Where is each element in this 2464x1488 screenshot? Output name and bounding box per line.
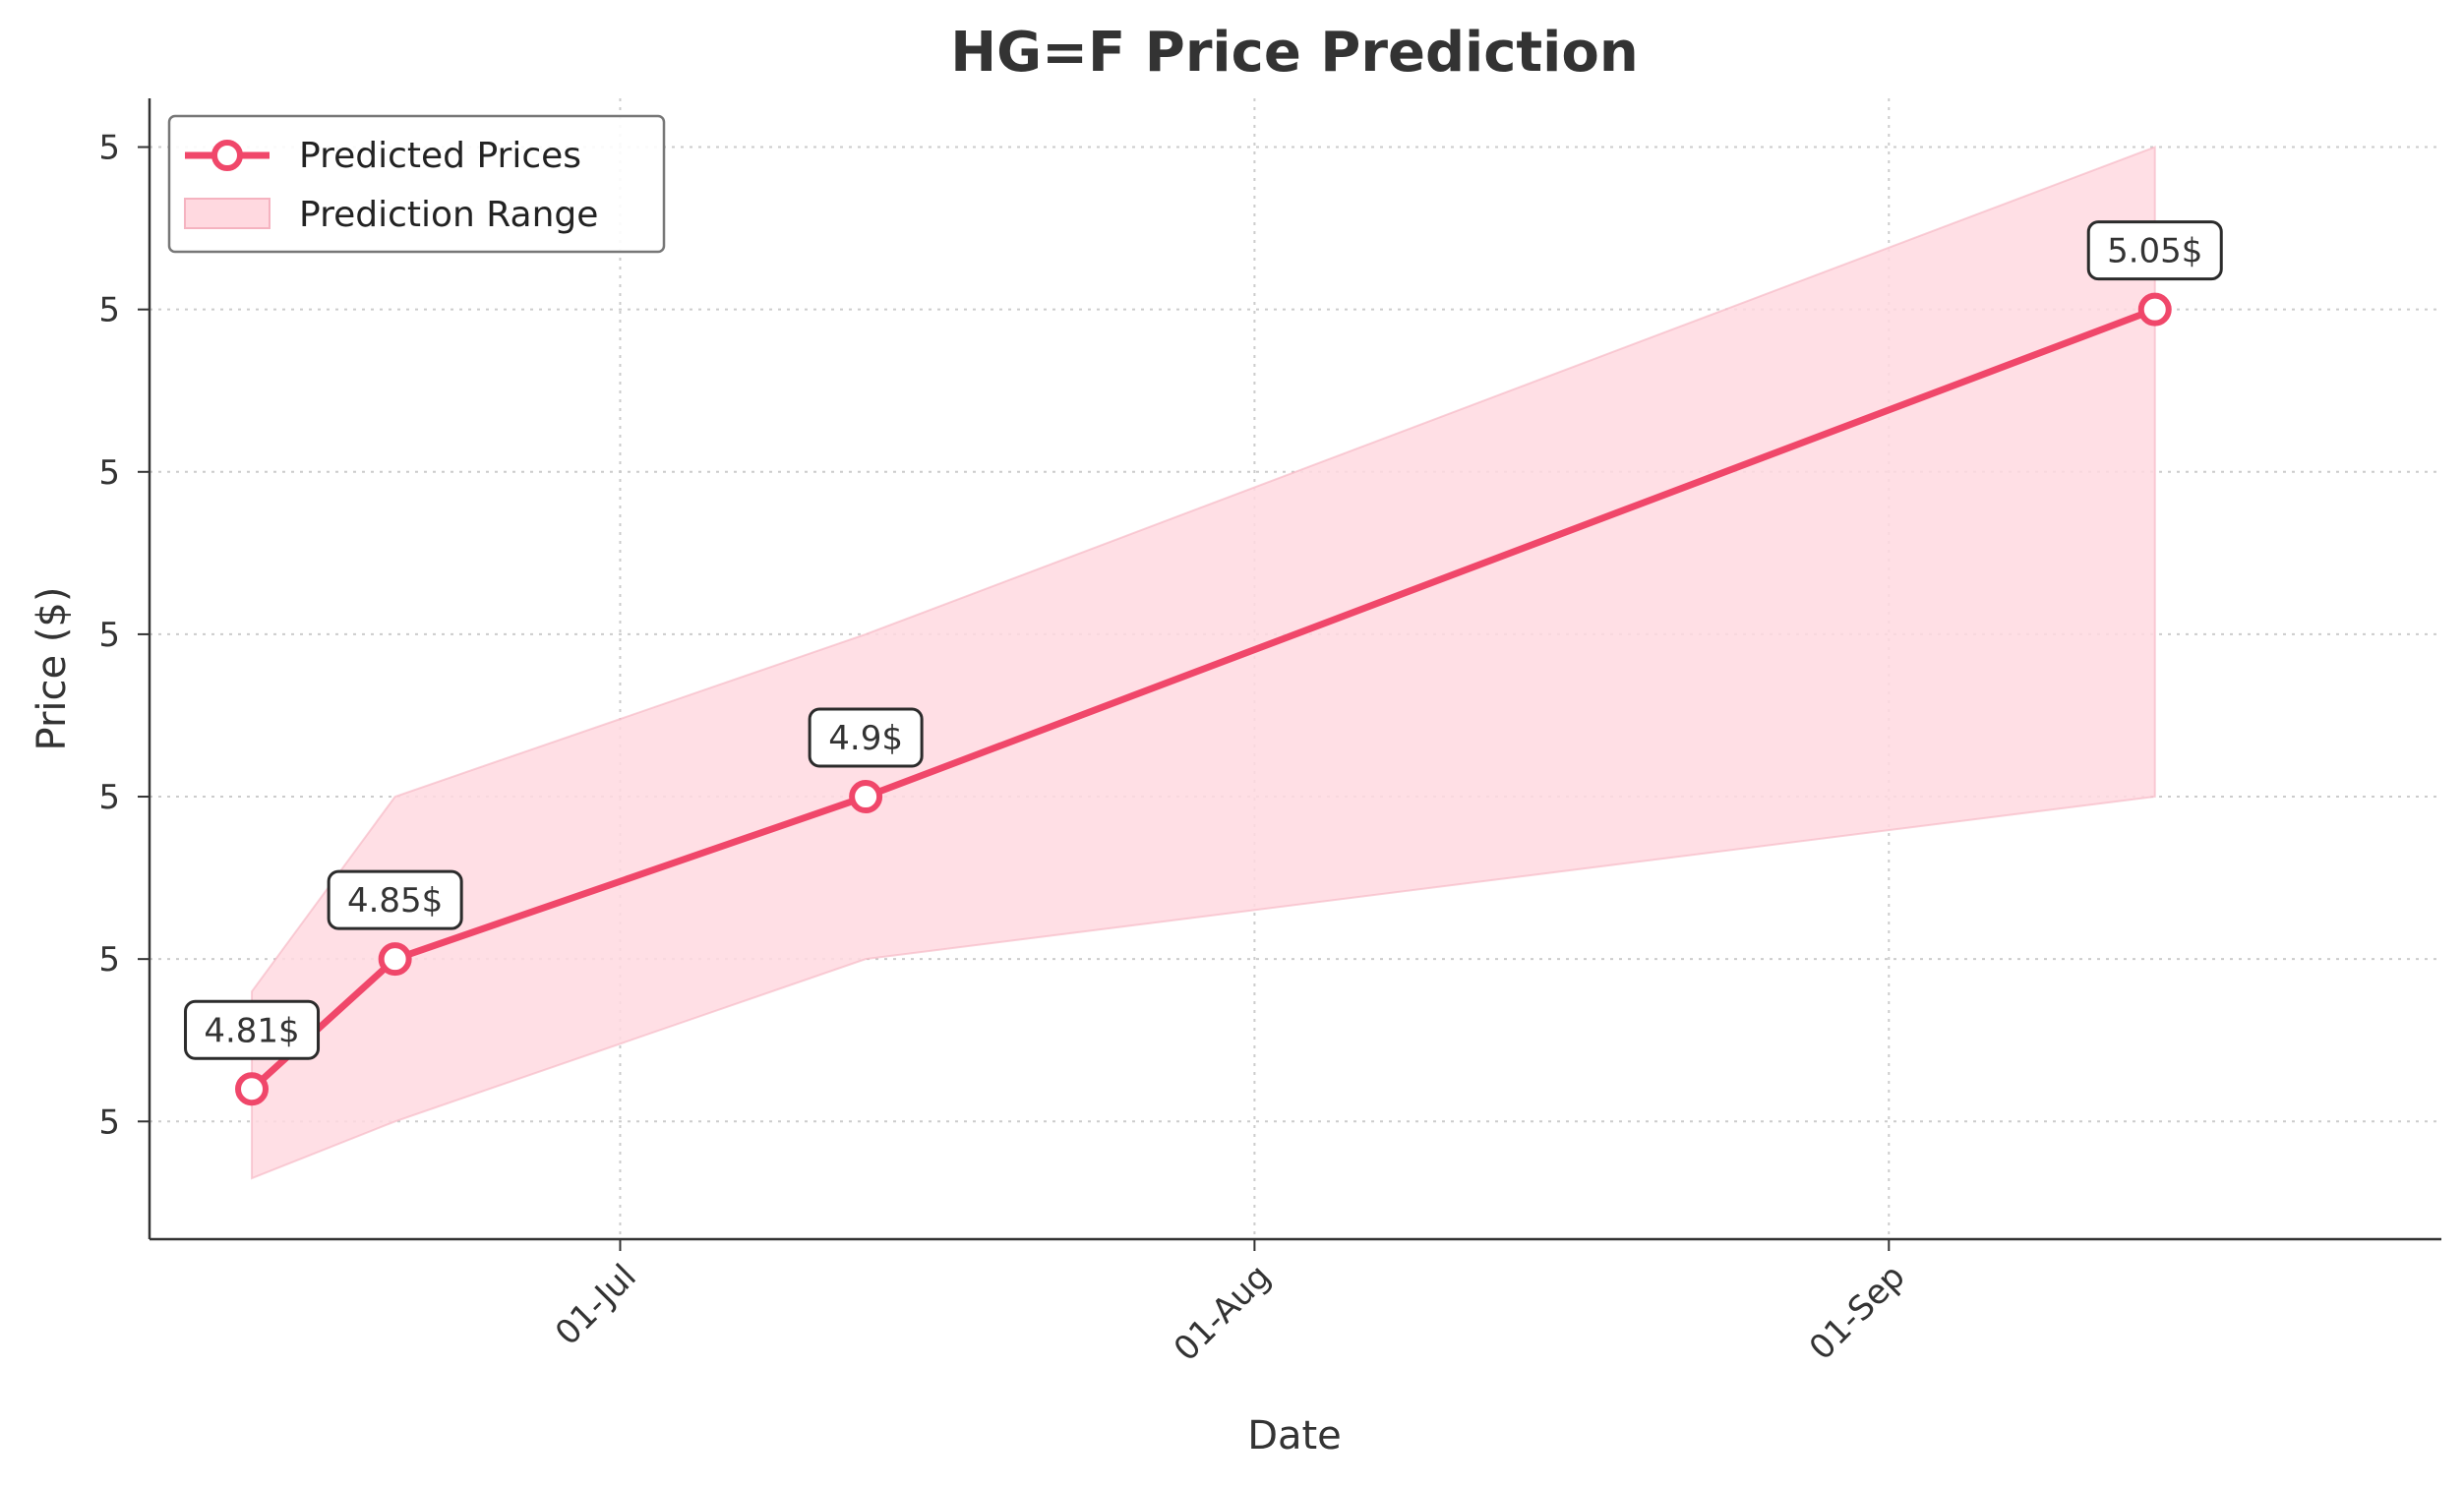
- y-tick-label: 5: [98, 453, 120, 493]
- predicted-price-point: [235, 1072, 270, 1106]
- y-tick-label: 5: [98, 778, 120, 817]
- legend-range-swatch: [184, 198, 270, 229]
- data-label: 5.05$: [2086, 220, 2223, 281]
- data-labels: 4.81$ 4.85$ 4.9$ 5.05$: [184, 220, 2223, 1060]
- y-tick-label: 5: [98, 940, 120, 980]
- chart-title: HG=F Price Prediction: [950, 21, 1638, 85]
- predicted-price-point: [849, 780, 883, 814]
- predicted-prices-line: [249, 306, 2156, 1092]
- data-label-text: 4.9$: [828, 719, 903, 758]
- y-tick-label: 5: [98, 1102, 120, 1142]
- legend: Predicted Prices Prediction Range: [167, 114, 666, 254]
- data-label: 4.85$: [327, 869, 463, 930]
- y-tick-label: 5: [98, 291, 120, 330]
- x-tick-label: 01-Sep: [1802, 1257, 1913, 1368]
- data-label-text: 4.85$: [347, 881, 443, 921]
- data-label-box: [808, 707, 924, 768]
- x-axis-label: Date: [1247, 1413, 1342, 1458]
- y-tick-label: 5: [98, 616, 120, 655]
- x-tick-label: 01-Jul: [548, 1257, 644, 1353]
- legend-marker-swatch: [211, 140, 243, 171]
- predicted-price-point: [378, 942, 412, 977]
- data-label-box: [2086, 220, 2223, 281]
- axes: [138, 98, 2441, 1251]
- data-label-box: [327, 869, 463, 930]
- prediction-range-area: [251, 146, 2156, 1180]
- predicted-prices-series: [235, 292, 2172, 1106]
- data-label-box: [184, 999, 321, 1060]
- legend-label-range: Prediction Range: [299, 195, 598, 235]
- x-tick-label: 01-Aug: [1167, 1257, 1279, 1369]
- y-axis-label: Price ($): [30, 587, 75, 751]
- data-label: 4.81$: [184, 999, 321, 1060]
- y-tick-label: 5: [98, 129, 120, 168]
- predicted-price-point: [2137, 292, 2172, 327]
- prediction-range-band: [251, 146, 2156, 1180]
- data-label-text: 5.05$: [2107, 232, 2202, 271]
- legend-label-predicted: Predicted Prices: [299, 136, 581, 176]
- data-label-text: 4.81$: [204, 1011, 299, 1050]
- data-label: 4.9$: [808, 707, 924, 768]
- legend-box: [167, 114, 666, 254]
